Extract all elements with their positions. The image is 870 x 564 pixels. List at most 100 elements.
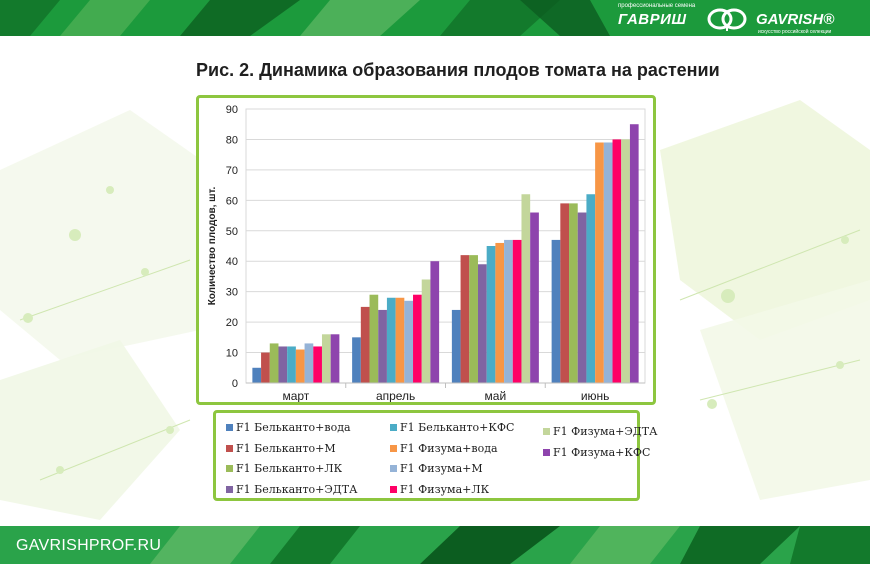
bar (569, 203, 578, 383)
legend-item: F1 Бельканто+КФС (390, 421, 514, 434)
bar (421, 279, 431, 383)
bar (313, 346, 322, 383)
legend-swatch (543, 428, 550, 435)
y-tick-label: 90 (226, 104, 238, 116)
bar (521, 194, 531, 383)
bar (321, 334, 331, 383)
y-axis-label: Количество плодов, шт. (207, 186, 218, 305)
x-tick-label: июнь (581, 389, 610, 402)
bar (504, 239, 513, 383)
bar (430, 261, 440, 383)
chart-legend: F1 Бельканто+вода F1 Бельканто+М F1 Белька… (213, 410, 657, 501)
legend-label: F1 Бельканто+М (236, 442, 336, 455)
chart-title: Рис. 2. Динамика образования плодов тома… (196, 60, 720, 80)
bar (603, 142, 613, 383)
legend-label: F1 Бельканто+КФС (400, 421, 515, 434)
footer-band: GAVRISHPROF.RU (0, 526, 870, 564)
legend-item: F1 Физума+КФС (543, 446, 650, 459)
legend-item: F1 Бельканто+вода (226, 421, 351, 434)
legend-label: F1 Бельканто+вода (236, 421, 351, 434)
header-band: профессиональные семена ГАВРИШ GAVRISH® … (0, 0, 870, 36)
bar (404, 300, 414, 383)
bar (460, 255, 470, 383)
legend-item: F1 Физума+ЭДТА (543, 425, 657, 438)
logo-emblem-icon (707, 8, 747, 31)
legend-swatch (226, 424, 233, 431)
bar (378, 309, 387, 383)
bar (395, 297, 405, 383)
legend-label: F1 Физума+ЛК (400, 483, 490, 496)
bar (629, 124, 639, 383)
legend-item: F1 Бельканто+М (226, 442, 336, 455)
x-tick-label: апрель (376, 389, 415, 402)
y-tick-label: 30 (226, 287, 238, 299)
legend-item: F1 Бельканто+ЛК (226, 462, 342, 475)
legend-swatch (543, 449, 550, 456)
bar (486, 246, 496, 383)
gavrish-logo[interactable]: профессиональные семена ГАВРИШ GAVRISH® … (618, 3, 856, 35)
bar (360, 306, 370, 383)
legend-item: F1 Физума+М (390, 462, 483, 475)
logo-text-en: GAVRISH® (756, 11, 835, 28)
bar (551, 239, 561, 383)
y-tick-label: 20 (226, 317, 238, 329)
legend-label: F1 Физума+М (400, 462, 483, 475)
logo-subtitle: искусство российской селекции (758, 29, 832, 35)
bar (252, 367, 262, 383)
legend-item: F1 Физума+вода (390, 442, 498, 455)
bar (451, 309, 461, 383)
legend-swatch (226, 465, 233, 472)
legend-label: F1 Физума+КФС (553, 446, 651, 459)
y-tick-label: 70 (226, 165, 238, 177)
bar (287, 346, 296, 383)
bar (413, 294, 422, 383)
bar (352, 337, 361, 383)
legend-label: F1 Бельканто+ЭДТА (236, 483, 358, 496)
y-tick-label: 80 (226, 134, 238, 146)
logo-tagline: профессиональные семена (618, 3, 696, 9)
x-tick-label: март (282, 389, 309, 402)
legend-swatch (390, 445, 397, 452)
y-tick-label: 60 (226, 195, 238, 207)
bar (477, 264, 487, 383)
legend-item: F1 Физума+ЛК (390, 483, 489, 496)
bar (530, 212, 539, 383)
chart-frame: 0 10 20 30 40 50 60 70 80 90 Количество плодов, шт… (196, 95, 656, 405)
footer-pattern (150, 526, 870, 564)
site-link[interactable]: GAVRISHPROF.RU (16, 537, 162, 554)
y-tick-label: 50 (226, 226, 238, 238)
legend-swatch (226, 445, 233, 452)
bar (278, 346, 288, 383)
bar (369, 294, 379, 383)
logo-text-ru: ГАВРИШ (618, 11, 687, 28)
bar (612, 139, 622, 383)
bar (621, 139, 630, 383)
legend-swatch (390, 486, 397, 493)
bar (295, 349, 305, 383)
bar-chart: 0 10 20 30 40 50 60 70 80 90 Количество плодов, шт… (207, 104, 646, 403)
bar (469, 255, 478, 383)
header-pattern (0, 0, 610, 36)
legend-swatch (390, 424, 397, 431)
bar (595, 142, 604, 383)
y-tick-label: 10 (226, 348, 238, 360)
legend-swatch (390, 465, 397, 472)
legend-label: F1 Бельканто+ЛК (236, 462, 343, 475)
bar (269, 343, 279, 383)
bar (386, 297, 396, 383)
bar (495, 242, 505, 383)
y-tick-label: 40 (226, 256, 238, 268)
bar (586, 194, 596, 383)
bar (304, 343, 314, 383)
legend-label: F1 Физума+вода (400, 442, 498, 455)
bar (261, 352, 270, 383)
legend-item: F1 Бельканто+ЭДТА (226, 483, 357, 496)
bar (560, 203, 570, 383)
bar (330, 334, 340, 383)
x-tick-label: май (485, 389, 507, 402)
y-tick-label: 0 (232, 378, 238, 390)
legend-swatch (226, 486, 233, 493)
bar (577, 212, 587, 383)
bar (512, 239, 522, 383)
